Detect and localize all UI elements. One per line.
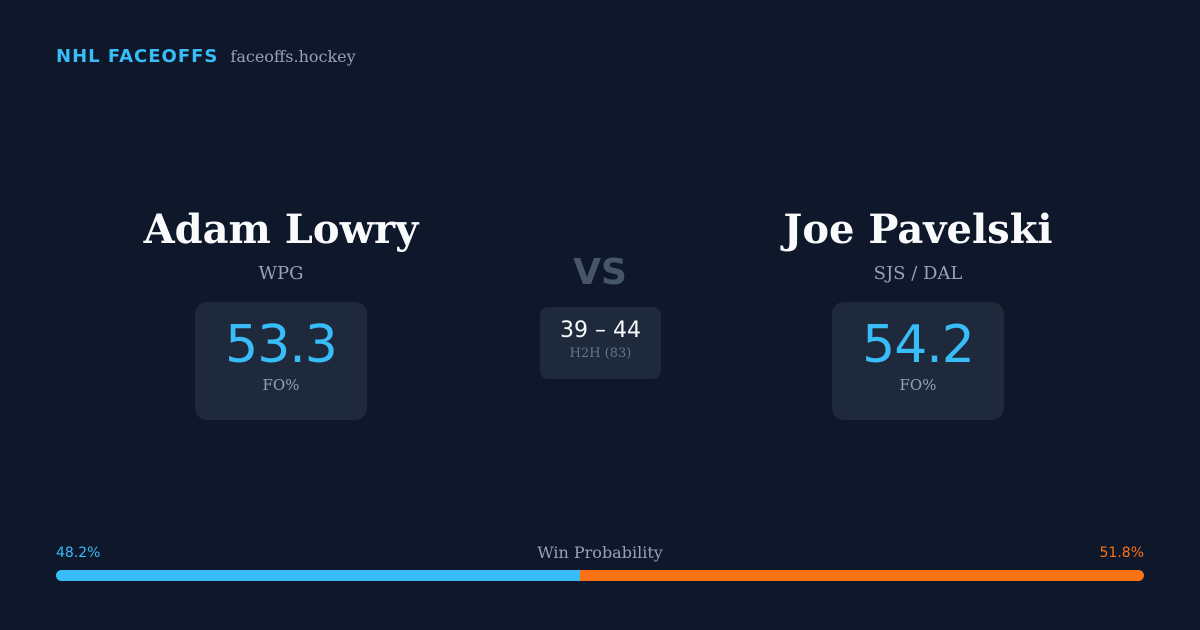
player-right-fo-card: 54.2 FO%	[832, 302, 1004, 420]
player-right-name: Joe Pavelski	[783, 206, 1053, 253]
player-left-panel: Adam Lowry WPG 53.3 FO%	[81, 200, 481, 420]
player-right-panel: Joe Pavelski SJS / DAL 54.2 FO%	[718, 200, 1118, 420]
head-to-head-label: H2H (83)	[569, 346, 632, 361]
win-probability-title: Win Probability	[537, 543, 663, 562]
player-left-fo-card: 53.3 FO%	[195, 302, 367, 420]
head-to-head-score: 39 – 44	[560, 318, 641, 343]
win-probability-left-value: 48.2%	[56, 545, 101, 561]
site-url[interactable]: faceoffs.hockey	[230, 47, 356, 66]
player-left-team: WPG	[258, 263, 304, 284]
win-probability-labels: 48.2% Win Probability 51.8%	[56, 542, 1144, 564]
player-right-fo-value: 54.2	[862, 315, 975, 375]
brand-header: NHL FACEOFFS faceoffs.hockey	[56, 46, 356, 76]
win-probability-right-value: 51.8%	[1099, 545, 1144, 561]
player-left-fo-label: FO%	[262, 376, 300, 394]
win-probability-bar-right	[580, 570, 1144, 581]
win-probability-bar	[56, 570, 1144, 581]
win-probability-bar-left	[56, 570, 581, 581]
player-left-fo-value: 53.3	[225, 315, 338, 375]
player-right-fo-label: FO%	[899, 376, 937, 394]
player-right-team: SJS / DAL	[873, 263, 963, 284]
head-to-head-card: 39 – 44 H2H (83)	[540, 307, 661, 379]
versus-label: VS	[573, 252, 627, 293]
player-left-name: Adam Lowry	[143, 206, 419, 253]
site-name[interactable]: NHL FACEOFFS	[56, 46, 219, 67]
